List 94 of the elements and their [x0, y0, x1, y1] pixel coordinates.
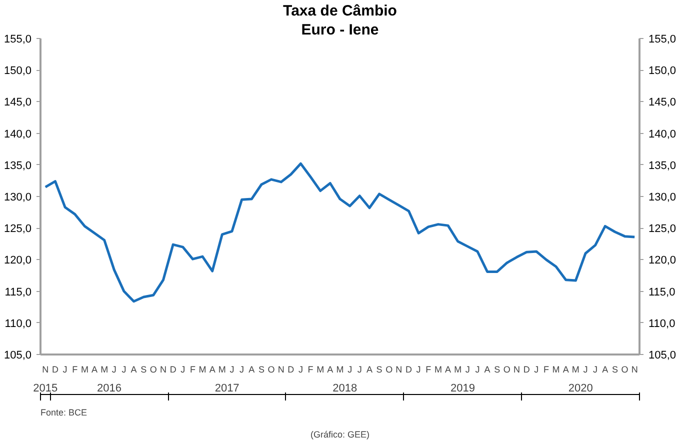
- y2-tick-label: 125,0: [648, 223, 676, 236]
- y-tick-label: 150,0: [4, 65, 32, 78]
- x-tick-label: A: [130, 364, 137, 374]
- x-tick-label: A: [484, 364, 490, 374]
- y2-tick-label: 115,0: [648, 286, 676, 298]
- y2-tick-label: 120,0: [648, 254, 676, 267]
- text: (Gráfico: GEE): [310, 430, 370, 440]
- x-tick-label: J: [112, 364, 116, 374]
- x-tick-label: J: [62, 364, 68, 374]
- x-tick-label: M: [572, 364, 580, 374]
- x-tick-label: S: [140, 364, 147, 374]
- y-tick-label: 115,0: [4, 286, 32, 298]
- chart-subtitle: Euro - Iene: [301, 22, 379, 38]
- x-tick-label: D: [523, 364, 530, 374]
- y-tick-label: 130,0: [4, 192, 32, 204]
- text: 2018: [332, 382, 358, 394]
- x-tick-label: D: [170, 364, 177, 374]
- x-tick-label: J: [298, 364, 303, 374]
- y2-tick-label: 105,0: [648, 350, 676, 362]
- y-tick-label: 125,0: [4, 223, 32, 236]
- x-tick-label: M: [454, 364, 462, 374]
- x-tick-label: A: [445, 364, 452, 374]
- x-tick-label: N: [42, 364, 49, 374]
- x-tick-label: N: [631, 364, 638, 374]
- x-tick-label: F: [190, 364, 196, 374]
- y2-tick-label: 150,0: [648, 65, 676, 78]
- y2-tick-label: 135,0: [648, 160, 676, 172]
- x-tick-label: O: [268, 364, 275, 374]
- y-tick-label: 145,0: [4, 96, 32, 109]
- x-tick-label: D: [405, 364, 412, 374]
- x-tick-label: A: [248, 364, 255, 374]
- y-tick-label: 135,0: [4, 160, 32, 172]
- x-tick-label: M: [336, 364, 344, 374]
- x-tick-label: A: [602, 364, 608, 374]
- y-tick-label: 140,0: [4, 128, 32, 140]
- x-tick-label: S: [494, 364, 500, 374]
- x-tick-label: S: [258, 364, 264, 374]
- x-tick-label: J: [122, 364, 126, 374]
- x-tick-label: N: [514, 364, 520, 374]
- x-tick-label: J: [593, 364, 598, 374]
- x-tick-label: J: [240, 364, 244, 374]
- x-tick-label: D: [52, 364, 59, 374]
- x-tick-label: M: [80, 364, 88, 374]
- x-tick-label: F: [426, 364, 432, 374]
- x-tick-label: O: [386, 364, 393, 374]
- y2-tick-label: 130,0: [648, 192, 676, 204]
- y-tick-label: 105,0: [4, 350, 32, 362]
- x-tick-label: J: [180, 364, 186, 374]
- x-tick-label: A: [209, 364, 216, 374]
- x-tick-label: J: [230, 364, 234, 374]
- y2-tick-label: 110,0: [648, 318, 676, 330]
- x-tick-label: J: [416, 364, 421, 374]
- x-tick-label: O: [621, 364, 628, 374]
- x-tick-label: N: [278, 364, 284, 374]
- x-tick-label: A: [366, 364, 372, 374]
- x-tick-label: N: [160, 364, 166, 374]
- text: 2019: [450, 382, 475, 394]
- x-tick-label: J: [534, 364, 539, 374]
- source-note: Fonte: BCE: [40, 408, 88, 418]
- x-tick-label: A: [327, 364, 334, 374]
- x-tick-label: O: [150, 364, 157, 374]
- y-tick-label: 120,0: [4, 254, 32, 267]
- x-tick-label: M: [316, 364, 324, 374]
- x-tick-label: O: [503, 364, 510, 374]
- x-tick-label: A: [562, 364, 569, 374]
- x-tick-label: M: [218, 364, 226, 374]
- chart-title: Taxa de Câmbio: [283, 2, 397, 20]
- y2-tick-label: 155,0: [648, 34, 676, 46]
- y-tick-label: 155,0: [4, 34, 32, 46]
- line-series: [44, 162, 636, 303]
- x-tick-label: J: [475, 364, 480, 374]
- text: 2016: [97, 382, 122, 394]
- x-tick-label: J: [583, 364, 588, 374]
- x-tick-label: J: [357, 364, 362, 374]
- y2-tick-label: 145,0: [648, 96, 676, 109]
- x-tick-label: A: [92, 364, 98, 374]
- x-tick-label: S: [612, 364, 618, 374]
- x-tick-label: M: [100, 364, 108, 374]
- text: 2015: [33, 382, 58, 394]
- text: 2017: [214, 382, 240, 394]
- x-tick-label: F: [72, 364, 78, 374]
- x-tick-label: M: [198, 364, 206, 374]
- x-tick-label: D: [288, 364, 295, 374]
- x-tick-label: F: [308, 364, 314, 374]
- x-tick-label: J: [348, 364, 352, 374]
- x-tick-label: M: [552, 364, 560, 374]
- x-tick-label: N: [396, 364, 402, 374]
- y2-tick-label: 140,0: [648, 128, 676, 140]
- x-tick-label: F: [543, 364, 550, 374]
- text: 2020: [568, 382, 593, 394]
- x-tick-label: J: [465, 364, 470, 374]
- x-tick-label: M: [434, 364, 442, 374]
- x-tick-label: S: [376, 364, 382, 374]
- y-tick-label: 110,0: [4, 318, 32, 330]
